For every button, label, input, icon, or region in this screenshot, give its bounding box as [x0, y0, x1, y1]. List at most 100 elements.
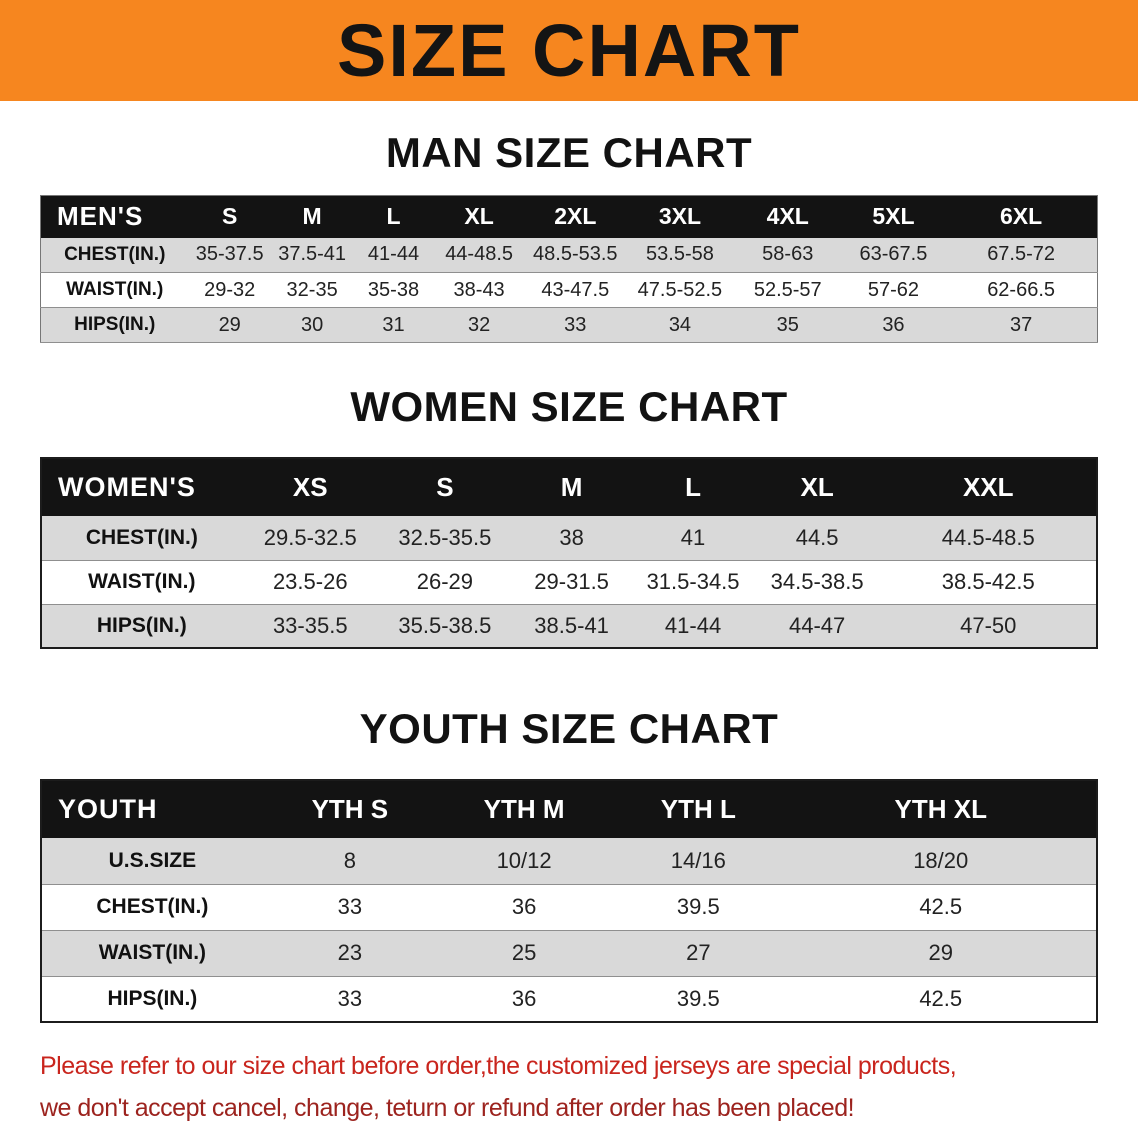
table-cell: 35-37.5 [195, 243, 264, 266]
column-header: 6XL [945, 195, 1098, 238]
column-header: YTH L [611, 780, 786, 838]
men-table-corner-label: MEN'S [40, 195, 189, 238]
row-label: CHEST(IN.) [64, 243, 166, 265]
table-cell: 44.5-48.5 [941, 524, 1035, 550]
table-cell: 29-31.5 [534, 569, 609, 594]
table-row: HIPS(IN.) 33-35.5 35.5-38.5 38.5-41 41-4… [41, 604, 1097, 648]
table-cell: 33-35.5 [272, 612, 348, 638]
row-label: WAIST(IN.) [98, 941, 207, 964]
column-header: XL [753, 458, 881, 516]
row-label: WAIST(IN.) [88, 570, 196, 593]
row-label: CHEST(IN.) [85, 525, 198, 549]
men-section: MAN SIZE CHART MEN'S S M L XL 2XL 3XL 4X… [0, 129, 1138, 343]
table-cell: 47-50 [960, 612, 1017, 638]
table-cell: 36 [511, 985, 537, 1011]
column-header: YTH XL [785, 780, 1097, 838]
banner: SIZE CHART [0, 0, 1138, 101]
column-header: 2XL [524, 195, 627, 238]
men-section-heading: MAN SIZE CHART [385, 129, 753, 176]
table-cell: 42.5 [919, 894, 963, 919]
table-cell: 41-44 [664, 612, 722, 638]
table-row: WAIST(IN.) 29-32 32-35 35-38 38-43 43-47… [40, 272, 1098, 308]
table-cell: 38.5-42.5 [941, 569, 1035, 594]
table-cell: 42.5 [919, 985, 963, 1011]
women-section-heading: WOMEN SIZE CHART [350, 383, 788, 430]
women-section: WOMEN SIZE CHART WOMEN'S XS S M L XL XXL [0, 383, 1138, 649]
table-cell: 33 [337, 985, 363, 1011]
table-cell: 35-38 [367, 278, 420, 301]
table-cell: 39.5 [676, 985, 720, 1011]
table-cell: 8 [343, 847, 356, 873]
table-cell: 57-62 [867, 278, 920, 301]
table-row: CHEST(IN.) 35-37.5 37.5-41 41-44 44-48.5… [40, 237, 1098, 273]
table-cell: 35 [776, 313, 799, 336]
table-cell: 10/12 [496, 847, 552, 873]
row-label: U.S.SIZE [108, 848, 197, 872]
disclaimer-line-2: we don't accept cancel, change, teturn o… [40, 1094, 855, 1122]
men-size-table: MEN'S S M L XL 2XL 3XL 4XL 5XL 6XL CHEST… [40, 195, 1098, 343]
column-header: YTH S [262, 780, 437, 838]
women-size-table: WOMEN'S XS S M L XL XXL CHEST(IN.) 29.5-… [40, 457, 1098, 649]
column-header: L [632, 458, 754, 516]
column-header: S [188, 195, 271, 238]
youth-section: YOUTH SIZE CHART YOUTH YTH S YTH M YTH L… [0, 705, 1138, 1023]
table-cell: 34.5-38.5 [770, 569, 864, 594]
row-label: HIPS(IN.) [74, 314, 156, 335]
column-header: XXL [880, 458, 1097, 516]
row-label: CHEST(IN.) [96, 895, 209, 918]
table-cell: 38-43 [453, 278, 505, 301]
table-cell: 30 [301, 313, 324, 336]
table-cell: 44-48.5 [445, 243, 514, 266]
table-cell: 31.5-34.5 [646, 569, 740, 594]
table-cell: 23 [337, 940, 363, 965]
youth-section-heading: YOUTH SIZE CHART [359, 705, 779, 752]
table-cell: 47.5-52.5 [637, 278, 723, 301]
table-row: WAIST(IN.) 23 25 27 29 [41, 930, 1097, 976]
table-cell: 34 [668, 313, 692, 336]
row-label: HIPS(IN.) [96, 613, 187, 637]
youth-table-corner-label: YOUTH [41, 780, 263, 838]
table-row: HIPS(IN.) 33 36 39.5 42.5 [41, 976, 1097, 1022]
table-cell: 26-29 [416, 569, 474, 594]
table-row: U.S.SIZE 8 10/12 14/16 18/20 [41, 838, 1097, 884]
table-cell: 38.5-41 [534, 612, 609, 638]
table-cell: 37.5-41 [278, 243, 347, 266]
youth-size-table: YOUTH YTH S YTH M YTH L YTH XL U.S.SIZE … [40, 779, 1098, 1023]
women-table-corner-label: WOMEN'S [41, 458, 242, 516]
row-label: HIPS(IN.) [107, 986, 198, 1010]
table-cell: 32 [467, 313, 491, 336]
page-title: SIZE CHART [337, 8, 801, 92]
table-cell: 23.5-26 [272, 569, 348, 594]
column-header: YTH M [436, 780, 612, 838]
table-cell: 44-47 [788, 612, 846, 638]
table-cell: 36 [511, 894, 537, 919]
table-cell: 52.5-57 [753, 278, 822, 301]
table-row: WAIST(IN.) 23.5-26 26-29 29-31.5 31.5-34… [41, 560, 1097, 604]
column-header: XL [433, 195, 525, 238]
table-cell: 29 [928, 940, 953, 965]
table-cell: 67.5-72 [987, 243, 1056, 266]
table-cell: 29 [218, 313, 241, 336]
column-header: S [378, 458, 511, 516]
table-cell: 31 [382, 313, 405, 336]
men-table-header-row: MEN'S S M L XL 2XL 3XL 4XL 5XL 6XL [40, 195, 1098, 238]
disclaimer: Please refer to our size chart before or… [0, 1045, 1138, 1129]
table-cell: 41 [680, 524, 706, 550]
table-cell: 62-66.5 [987, 278, 1056, 301]
table-row: HIPS(IN.) 29 30 31 32 33 34 35 36 37 [40, 307, 1098, 343]
table-cell: 27 [686, 940, 711, 965]
table-cell: 38 [559, 524, 584, 550]
youth-table-header-row: YOUTH YTH S YTH M YTH L YTH XL [41, 780, 1097, 838]
table-cell: 41-44 [367, 243, 420, 266]
table-cell: 32.5-35.5 [398, 524, 492, 550]
column-header: M [270, 195, 354, 238]
column-header: 3XL [626, 195, 734, 238]
disclaimer-line-1: Please refer to our size chart before or… [40, 1052, 957, 1080]
table-cell: 32-35 [286, 278, 338, 301]
table-cell: 18/20 [913, 847, 969, 873]
women-table-header-row: WOMEN'S XS S M L XL XXL [41, 458, 1097, 516]
table-cell: 63-67.5 [859, 243, 928, 266]
row-label: WAIST(IN.) [66, 279, 164, 300]
table-cell: 37 [1009, 313, 1033, 336]
column-header: M [510, 458, 633, 516]
